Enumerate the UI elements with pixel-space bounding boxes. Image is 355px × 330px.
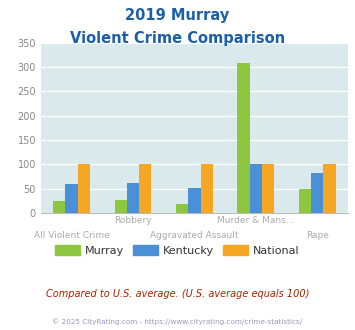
Bar [78,164,90,213]
Text: 2019 Murray: 2019 Murray [125,8,230,23]
Bar [53,201,65,213]
Bar [323,164,335,213]
Bar [250,164,262,213]
Bar [65,184,78,213]
Bar [188,188,201,213]
Text: © 2025 CityRating.com - https://www.cityrating.com/crime-statistics/: © 2025 CityRating.com - https://www.city… [53,318,302,325]
Text: Robbery: Robbery [114,216,152,225]
Bar [176,204,188,213]
Bar [299,188,311,213]
Legend: Murray, Kentucky, National: Murray, Kentucky, National [51,240,304,260]
Bar [311,173,323,213]
Text: Rape: Rape [306,231,329,240]
Bar [201,164,213,213]
Bar [139,164,151,213]
Text: All Violent Crime: All Violent Crime [34,231,109,240]
Text: Murder & Mans...: Murder & Mans... [217,216,294,225]
Bar [127,183,139,213]
Text: Violent Crime Comparison: Violent Crime Comparison [70,31,285,46]
Bar [115,200,127,213]
Text: Compared to U.S. average. (U.S. average equals 100): Compared to U.S. average. (U.S. average … [46,289,309,299]
Text: Aggravated Assault: Aggravated Assault [150,231,239,240]
Bar [237,63,250,213]
Bar [262,164,274,213]
